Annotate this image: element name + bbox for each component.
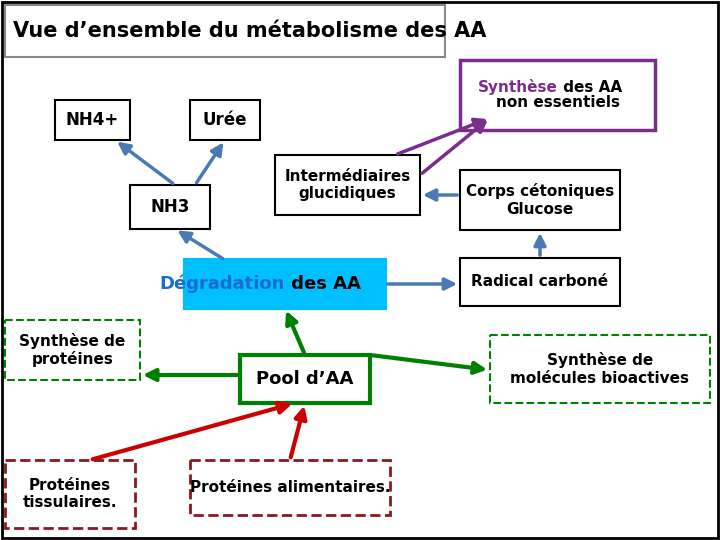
FancyBboxPatch shape bbox=[130, 185, 210, 229]
Text: des AA: des AA bbox=[285, 275, 361, 293]
Text: Protéines
tissulaires.: Protéines tissulaires. bbox=[23, 478, 117, 510]
FancyBboxPatch shape bbox=[275, 155, 420, 215]
Text: Synthèse de
protéines: Synthèse de protéines bbox=[19, 333, 125, 367]
FancyBboxPatch shape bbox=[5, 320, 140, 380]
Text: NH3: NH3 bbox=[150, 198, 189, 216]
Text: Dégradation: Dégradation bbox=[160, 275, 285, 293]
Text: non essentiels: non essentiels bbox=[495, 96, 619, 110]
FancyBboxPatch shape bbox=[490, 335, 710, 403]
FancyBboxPatch shape bbox=[55, 100, 130, 140]
Text: Urée: Urée bbox=[203, 111, 247, 129]
FancyBboxPatch shape bbox=[185, 260, 385, 308]
Text: Pool d’AA: Pool d’AA bbox=[256, 370, 354, 388]
FancyBboxPatch shape bbox=[190, 100, 260, 140]
FancyBboxPatch shape bbox=[5, 5, 445, 57]
FancyBboxPatch shape bbox=[190, 460, 390, 515]
Text: Synthèse: Synthèse bbox=[477, 79, 557, 95]
Text: des AA: des AA bbox=[557, 79, 621, 94]
Text: Protéines alimentaires.: Protéines alimentaires. bbox=[190, 480, 390, 495]
Text: NH4+: NH4+ bbox=[66, 111, 119, 129]
Text: Corps cétoniques
Glucose: Corps cétoniques Glucose bbox=[466, 183, 614, 217]
FancyBboxPatch shape bbox=[5, 460, 135, 528]
Text: Intermédiaires
glucidiques: Intermédiaires glucidiques bbox=[284, 169, 410, 201]
FancyBboxPatch shape bbox=[460, 170, 620, 230]
Text: Radical carboné: Radical carboné bbox=[472, 274, 608, 289]
FancyBboxPatch shape bbox=[460, 258, 620, 306]
FancyBboxPatch shape bbox=[460, 60, 655, 130]
Text: Vue d’ensemble du métabolisme des AA: Vue d’ensemble du métabolisme des AA bbox=[13, 21, 487, 41]
Text: Synthèse de
molécules bioactives: Synthèse de molécules bioactives bbox=[510, 352, 690, 386]
FancyBboxPatch shape bbox=[240, 355, 370, 403]
